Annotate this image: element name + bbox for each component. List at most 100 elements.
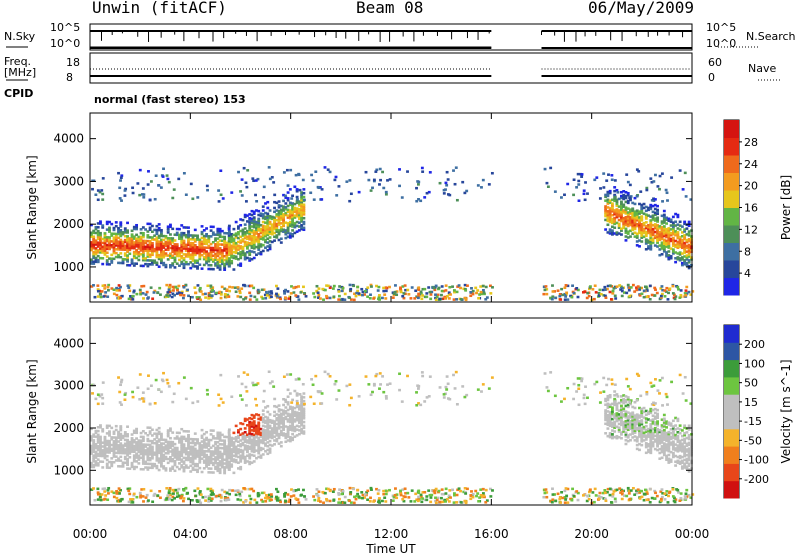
power-cell	[164, 236, 168, 240]
power-cell	[189, 245, 193, 249]
power-cell	[266, 200, 270, 204]
velocity-cell	[356, 492, 360, 496]
velocity-cell	[191, 449, 195, 452]
power-cell	[166, 238, 170, 242]
velocity-cell	[384, 500, 388, 503]
power-cell	[259, 245, 263, 248]
velocity-cell	[150, 441, 154, 445]
power-cell	[248, 236, 252, 239]
velocity-cell	[606, 417, 610, 421]
velocity-cell	[622, 420, 626, 424]
power-cell	[617, 232, 621, 235]
power-cell	[115, 293, 119, 297]
velocity-cell	[261, 428, 265, 431]
velocity-cell	[638, 491, 642, 494]
power-cell	[635, 236, 639, 239]
velocity-cell	[255, 443, 258, 447]
velocity-cell	[658, 451, 662, 455]
velocity-cell	[631, 413, 635, 416]
power-cell	[202, 255, 206, 259]
velocity-cell	[617, 418, 621, 422]
power-cell	[662, 232, 666, 236]
power-cell	[112, 246, 116, 249]
velocity-cell	[647, 435, 650, 438]
velocity-cell	[252, 435, 256, 438]
velocity-cell	[261, 439, 265, 443]
power-cell	[207, 240, 211, 244]
power-cell	[242, 283, 246, 287]
velocity-cell	[110, 449, 114, 452]
power-cell	[620, 217, 623, 221]
power-cell	[620, 210, 623, 213]
power-cell	[227, 259, 231, 262]
power-cell	[146, 255, 150, 258]
velocity-cell	[119, 451, 123, 455]
velocity-cell	[651, 420, 655, 423]
power-cell	[652, 294, 656, 297]
power-cell	[202, 257, 206, 261]
velocity-cell	[232, 454, 236, 457]
velocity-cell	[284, 411, 288, 415]
power-cell	[407, 293, 411, 296]
velocity-cell	[103, 456, 107, 460]
velocity-cell	[90, 448, 93, 452]
velocity-cell	[288, 418, 292, 422]
velocity-cell	[159, 446, 163, 449]
velocity-cell	[101, 466, 105, 469]
power-cell	[121, 259, 125, 263]
velocity-cell	[594, 494, 598, 497]
velocity-cell	[232, 444, 236, 448]
power-cell	[615, 285, 619, 288]
power-cell	[119, 255, 123, 259]
power-cell	[660, 253, 664, 256]
power-cell	[635, 217, 639, 220]
power-cell	[206, 284, 210, 288]
velocity-cell	[243, 430, 247, 434]
velocity-cell	[225, 447, 229, 450]
velocity-cell	[230, 459, 234, 463]
velocity-cell	[266, 448, 270, 452]
velocity-cell	[259, 427, 263, 431]
power-cell	[631, 211, 635, 214]
velocity-cell	[413, 500, 417, 503]
velocity-cell	[291, 417, 295, 421]
power-cell	[615, 188, 619, 192]
power-cell	[288, 224, 292, 228]
velocity-cell	[105, 454, 109, 458]
power-cell	[674, 243, 678, 247]
power-cell	[563, 298, 567, 301]
velocity-cell	[676, 436, 680, 440]
velocity-cell	[205, 459, 208, 463]
velocity-cell	[617, 428, 621, 431]
velocity-cell	[164, 455, 168, 459]
velocity-cell	[220, 465, 224, 469]
velocity-cell	[399, 489, 402, 493]
velocity-cell	[288, 424, 292, 428]
power-cell	[284, 207, 288, 211]
velocity-cell	[478, 496, 482, 499]
power-cell	[119, 221, 123, 224]
power-cell	[608, 216, 612, 220]
power-cell	[293, 216, 297, 219]
power-cell	[264, 211, 267, 215]
velocity-cell	[635, 413, 639, 416]
velocity-cell	[223, 490, 227, 494]
velocity-cell	[187, 445, 190, 448]
power-cell	[257, 242, 261, 246]
power-cell	[606, 190, 610, 194]
power-cell	[259, 243, 263, 246]
velocity-cell	[284, 415, 288, 419]
velocity-cell	[613, 401, 617, 405]
power-cell	[683, 243, 687, 247]
velocity-cell	[187, 447, 190, 450]
velocity-cell	[671, 453, 675, 457]
power-cell	[180, 231, 184, 235]
power-cell	[665, 251, 669, 254]
power-cell	[576, 288, 580, 292]
power-cell	[257, 217, 261, 221]
power-cell	[169, 225, 172, 229]
power-cell	[656, 229, 659, 233]
power-cell	[633, 210, 637, 213]
power-cell	[96, 235, 100, 239]
power-cell	[640, 286, 644, 290]
